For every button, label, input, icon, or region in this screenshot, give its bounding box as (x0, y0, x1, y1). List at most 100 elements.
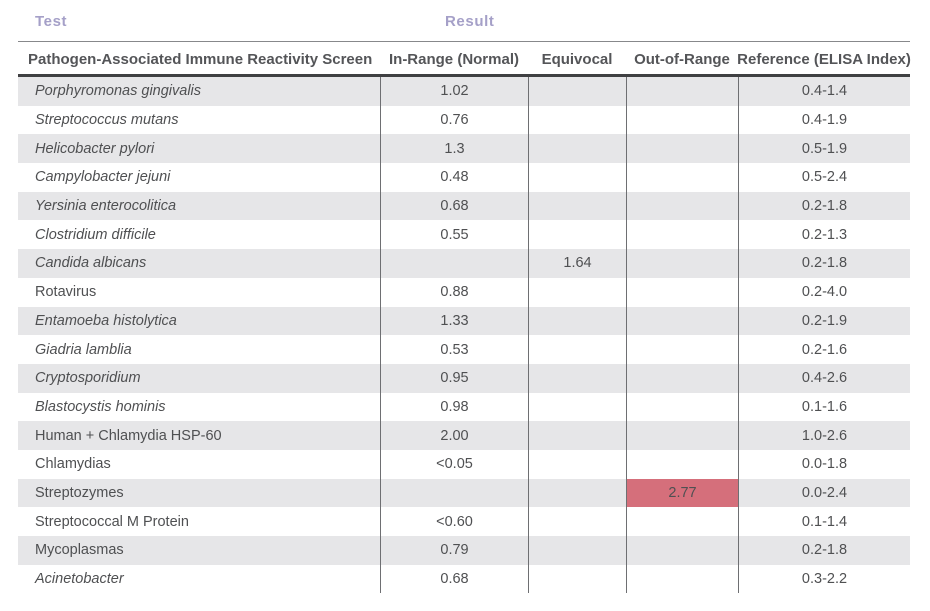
in-range-cell: 0.48 (380, 163, 528, 192)
table-column-header: Pathogen-Associated Immune Reactivity Sc… (18, 44, 911, 74)
equivocal-cell (528, 421, 626, 450)
in-range-cell: <0.05 (380, 449, 528, 479)
table-row: Streptococcal M Protein <0.60 0.1-1.4 (18, 507, 910, 536)
in-range-cell: <0.60 (380, 507, 528, 536)
table-row: Streptozymes 2.77 0.0-2.4 (18, 478, 910, 508)
table-row: Blastocystis hominis 0.98 0.1-1.6 (18, 392, 910, 422)
equivocal-cell (528, 335, 626, 364)
out-of-range-cell (626, 163, 738, 192)
column-header-reference: Reference (ELISA Index) (737, 50, 911, 68)
equivocal-cell (528, 105, 626, 135)
table-row: Human + Chlamydia HSP-60 2.00 1.0-2.6 (18, 421, 910, 450)
equivocal-cell (528, 449, 626, 479)
equivocal-cell (528, 478, 626, 508)
reference-cell: 0.4-1.4 (738, 77, 910, 106)
out-of-range-cell (626, 564, 738, 594)
equivocal-cell: 1.64 (528, 249, 626, 278)
reference-cell: 1.0-2.6 (738, 421, 910, 450)
test-name: Acinetobacter (35, 571, 124, 588)
in-range-cell: 0.88 (380, 277, 528, 307)
out-of-range-cell (626, 277, 738, 307)
reference-value: 0.2-1.8 (801, 198, 848, 215)
test-name: Human + Chlamydia HSP-60 (35, 427, 222, 444)
equivocal-value: 1.64 (563, 255, 592, 272)
in-range-value: 0.76 (440, 112, 469, 129)
reference-cell: 0.2-1.9 (738, 306, 910, 336)
reference-value: 0.2-1.3 (801, 226, 848, 243)
in-range-cell: 0.53 (380, 335, 528, 364)
test-name: Campylobacter jejuni (35, 169, 171, 186)
table-row: Acinetobacter 0.68 0.3-2.2 (18, 564, 910, 594)
out-of-range-cell (626, 191, 738, 221)
table-row: Helicobacter pylori 1.3 0.5-1.9 (18, 134, 910, 164)
equivocal-cell (528, 306, 626, 336)
result-group-label-result: Result (445, 13, 495, 30)
reference-cell: 0.2-1.8 (738, 536, 910, 565)
result-group-label-test: Test (35, 13, 68, 30)
out-of-range-cell (626, 536, 738, 565)
reference-cell: 0.1-1.6 (738, 392, 910, 422)
in-range-cell: 0.79 (380, 536, 528, 565)
reference-cell: 0.0-2.4 (738, 478, 910, 508)
table-row: Campylobacter jejuni 0.48 0.5-2.4 (18, 163, 910, 192)
in-range-cell: 0.76 (380, 105, 528, 135)
reference-cell: 0.2-1.8 (738, 191, 910, 221)
table-row: Porphyromonas gingivalis 1.02 0.4-1.4 (18, 77, 910, 106)
reference-value: 0.1-1.6 (801, 398, 848, 415)
reference-value: 0.5-1.9 (801, 140, 848, 157)
out-of-range-cell (626, 134, 738, 164)
test-name: Streptococcus mutans (35, 112, 179, 129)
test-name: Giadria lamblia (35, 341, 132, 358)
table-row: Clostridium difficile 0.55 0.2-1.3 (18, 220, 910, 250)
out-of-range-cell: 2.77 (626, 478, 738, 508)
test-name: Clostridium difficile (35, 226, 156, 243)
test-name: Yersinia enterocolitica (35, 198, 177, 215)
in-range-value: 1.02 (440, 83, 469, 100)
out-of-range-cell (626, 220, 738, 250)
reference-value: 1.0-2.6 (801, 427, 848, 444)
in-range-value: 0.98 (440, 398, 469, 415)
reference-cell: 0.4-2.6 (738, 363, 910, 393)
table-row: Chlamydias <0.05 0.0-1.8 (18, 449, 910, 479)
table-row: Yersinia enterocolitica 0.68 0.2-1.8 (18, 191, 910, 221)
out-of-range-cell (626, 77, 738, 106)
in-range-value: 0.95 (440, 370, 469, 387)
reference-cell: 0.2-1.3 (738, 220, 910, 250)
test-name: Blastocystis hominis (35, 398, 166, 415)
test-name: Candida albicans (35, 255, 147, 272)
reference-value: 0.2-1.9 (801, 312, 848, 329)
column-header-in-range: In-Range (Normal) (388, 50, 519, 68)
reference-cell: 0.0-1.8 (738, 449, 910, 479)
in-range-cell: 2.00 (380, 421, 528, 450)
out-of-range-cell (626, 335, 738, 364)
column-header-out-of-range: Out-of-Range (634, 50, 730, 68)
in-range-cell: 1.02 (380, 77, 528, 106)
test-name: Chlamydias (35, 456, 111, 473)
reference-cell: 0.2-4.0 (738, 277, 910, 307)
reference-value: 0.0-1.8 (801, 456, 848, 473)
equivocal-cell (528, 134, 626, 164)
in-range-value: 0.79 (440, 542, 469, 559)
reference-cell: 0.5-2.4 (738, 163, 910, 192)
equivocal-cell (528, 392, 626, 422)
equivocal-cell (528, 277, 626, 307)
in-range-value: 0.88 (440, 284, 469, 301)
header-divider-thick (18, 74, 910, 77)
reference-value: 0.5-2.4 (801, 169, 848, 186)
reference-value: 0.4-2.6 (801, 370, 848, 387)
test-name: Streptococcal M Protein (35, 513, 189, 530)
out-of-range-cell (626, 421, 738, 450)
in-range-cell: 1.33 (380, 306, 528, 336)
reference-value: 0.4-1.4 (801, 83, 848, 100)
reference-value: 0.0-2.4 (801, 484, 848, 501)
equivocal-cell (528, 536, 626, 565)
out-of-range-cell (626, 363, 738, 393)
column-header-equivocal: Equivocal (541, 50, 613, 68)
in-range-cell: 0.55 (380, 220, 528, 250)
in-range-value: 0.68 (440, 198, 469, 215)
reference-value: 0.2-4.0 (801, 284, 848, 301)
reference-cell: 0.2-1.6 (738, 335, 910, 364)
in-range-value: <0.05 (436, 456, 473, 473)
equivocal-cell (528, 191, 626, 221)
